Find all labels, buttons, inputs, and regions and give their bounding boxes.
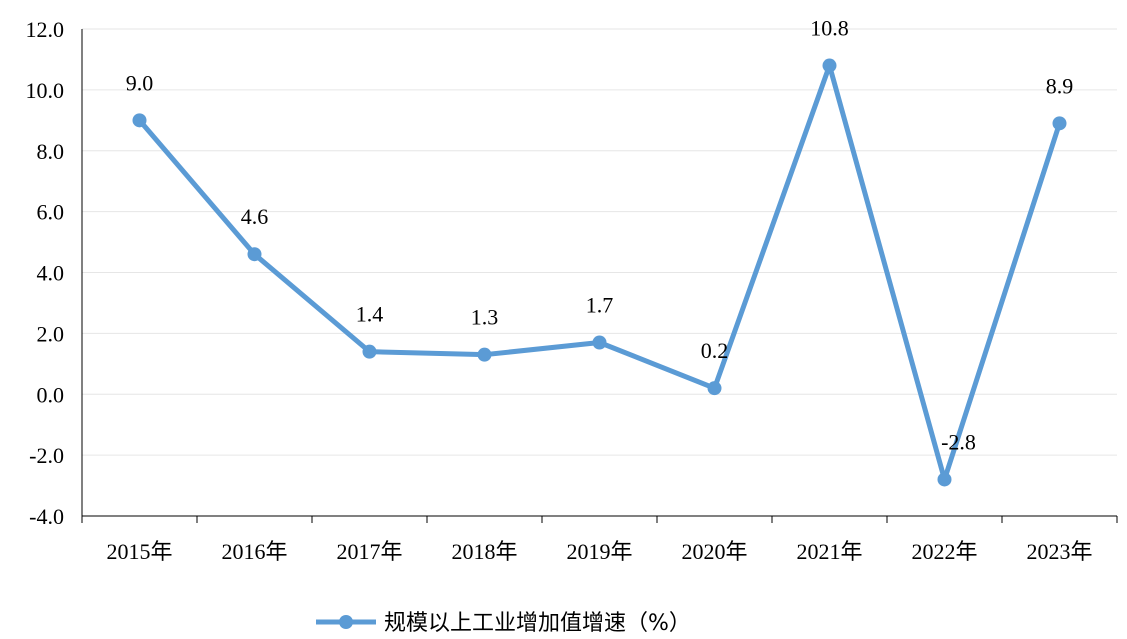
y-tick-label: 12.0 (26, 17, 65, 42)
data-point (132, 113, 147, 128)
data-point (937, 472, 952, 487)
y-tick-label: 4.0 (37, 261, 65, 286)
gridlines (82, 28, 1117, 456)
y-tick-label: 10.0 (26, 78, 65, 103)
y-tick-label: 0.0 (37, 382, 65, 407)
legend-marker-icon (339, 615, 353, 629)
data-label: 0.2 (701, 338, 729, 363)
data-point (1052, 116, 1067, 131)
y-axis-tick-labels: 12.0 10.0 8.0 6.0 4.0 2.0 0.0 -2.0 -4.0 (26, 17, 65, 529)
data-label: 4.6 (241, 204, 269, 229)
x-tick-label: 2021年 (796, 539, 862, 564)
x-tick-label: 2017年 (336, 539, 402, 564)
y-tick-label: -2.0 (29, 443, 64, 468)
x-tick-label: 2022年 (911, 539, 977, 564)
data-label: 10.8 (810, 16, 849, 41)
x-tick-label: 2019年 (566, 539, 632, 564)
data-label: 8.9 (1046, 73, 1074, 98)
y-tick-label: 6.0 (37, 200, 65, 225)
data-label: 9.0 (126, 70, 154, 95)
data-labels: 9.0 4.6 1.4 1.3 1.7 0.2 10.8 -2.8 8.9 (126, 16, 1074, 455)
data-point (477, 347, 492, 362)
data-point (707, 381, 722, 396)
data-point (592, 335, 607, 350)
y-tick-label: 8.0 (37, 139, 65, 164)
x-tick-label: 2015年 (106, 539, 172, 564)
x-tick-label: 2020年 (681, 539, 747, 564)
x-tick-label: 2023年 (1026, 539, 1092, 564)
axes (81, 29, 1118, 523)
y-tick-label: 2.0 (37, 321, 65, 346)
data-label: 1.4 (356, 302, 384, 327)
data-point (247, 247, 262, 262)
series-line (132, 58, 1067, 487)
x-axis-tick-labels: 2015年 2016年 2017年 2018年 2019年 2020年 2021年 2022年… (106, 539, 1092, 564)
legend-label: 规模以上工业增加值增速（%） (384, 611, 691, 636)
data-label: 1.3 (471, 305, 499, 330)
data-point (362, 344, 377, 359)
legend: 规模以上工业增加值增速（%） (316, 611, 691, 636)
y-tick-label: -4.0 (29, 504, 64, 529)
data-point (822, 58, 837, 73)
x-tick-label: 2018年 (451, 539, 517, 564)
x-tick-label: 2016年 (221, 539, 287, 564)
data-label: 1.7 (586, 293, 614, 318)
data-label: -2.8 (941, 429, 976, 454)
